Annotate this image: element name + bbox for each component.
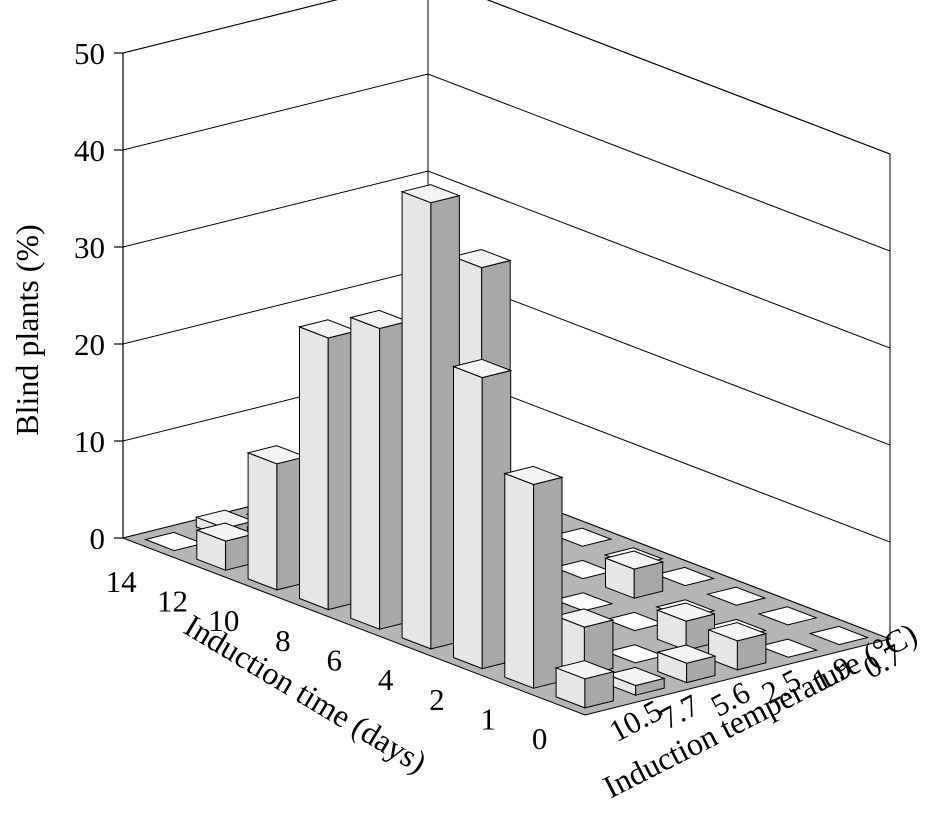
time-tick-label: 4 xyxy=(378,662,394,697)
bar-front-face xyxy=(299,326,329,611)
bar-front-face xyxy=(401,190,432,650)
bar-front-face xyxy=(350,316,381,630)
bar xyxy=(400,184,462,650)
bar-top-face xyxy=(451,358,513,379)
bar-top-face xyxy=(706,622,768,642)
bar-front-face xyxy=(453,365,483,670)
bar-zero-marker xyxy=(705,586,767,606)
z-axis-ticks: 0 10 20 30 40 50 xyxy=(74,36,123,556)
bar-zero-marker xyxy=(552,592,614,612)
z-tick-label: 30 xyxy=(74,230,105,265)
bar xyxy=(603,550,665,599)
bar-top-face xyxy=(655,602,717,622)
time-tick-label: 1 xyxy=(481,702,497,737)
bar xyxy=(655,602,717,651)
bar xyxy=(451,358,513,670)
time-tick-label: 8 xyxy=(275,623,291,658)
bar xyxy=(195,522,256,571)
bar-front-face xyxy=(504,472,535,689)
bar-side-face xyxy=(533,476,563,689)
bar-top-face xyxy=(400,184,462,204)
time-tick-label: 0 xyxy=(532,721,548,756)
gridline xyxy=(122,170,891,349)
z-tick-label: 50 xyxy=(74,36,105,71)
bar xyxy=(706,622,768,671)
bar-zero-marker xyxy=(654,566,716,587)
chart-bars xyxy=(143,184,870,709)
bar-top-face xyxy=(553,608,615,628)
time-tick-label: 14 xyxy=(106,564,138,599)
bar-top-face xyxy=(656,644,717,664)
gridline xyxy=(122,0,891,155)
bar xyxy=(503,465,564,689)
bar xyxy=(349,309,410,630)
time-tick-label: 2 xyxy=(429,682,445,717)
z-tick-label: 0 xyxy=(90,521,106,556)
bar-zero-marker xyxy=(551,527,613,547)
bar xyxy=(246,445,308,591)
bar-zero-marker xyxy=(757,606,818,626)
time-axis-ticks: 14 12 10 8 642 10 xyxy=(106,564,548,756)
time-tick-label: 10 xyxy=(208,603,239,638)
bar-zero-marker xyxy=(757,638,819,658)
bar-top-face xyxy=(605,666,666,687)
bar xyxy=(297,319,359,611)
bar-zero-marker xyxy=(808,625,870,646)
bar-top-face xyxy=(554,660,616,680)
bar-top-face xyxy=(503,465,564,486)
z-tick-label: 10 xyxy=(74,424,105,459)
z-tick-label: 20 xyxy=(74,327,105,362)
time-tick-label: 6 xyxy=(327,643,343,678)
bar-top-face xyxy=(603,550,665,570)
z-tick-label: 40 xyxy=(74,133,105,168)
bar-front-face xyxy=(247,452,278,591)
bar xyxy=(656,644,717,684)
bar-top-face xyxy=(451,248,512,269)
bar xyxy=(605,666,666,696)
gridline xyxy=(122,73,891,252)
z-axis-title: Blind plants (%) xyxy=(9,224,45,436)
time-tick-label: 12 xyxy=(157,584,188,619)
bar xyxy=(554,660,616,709)
